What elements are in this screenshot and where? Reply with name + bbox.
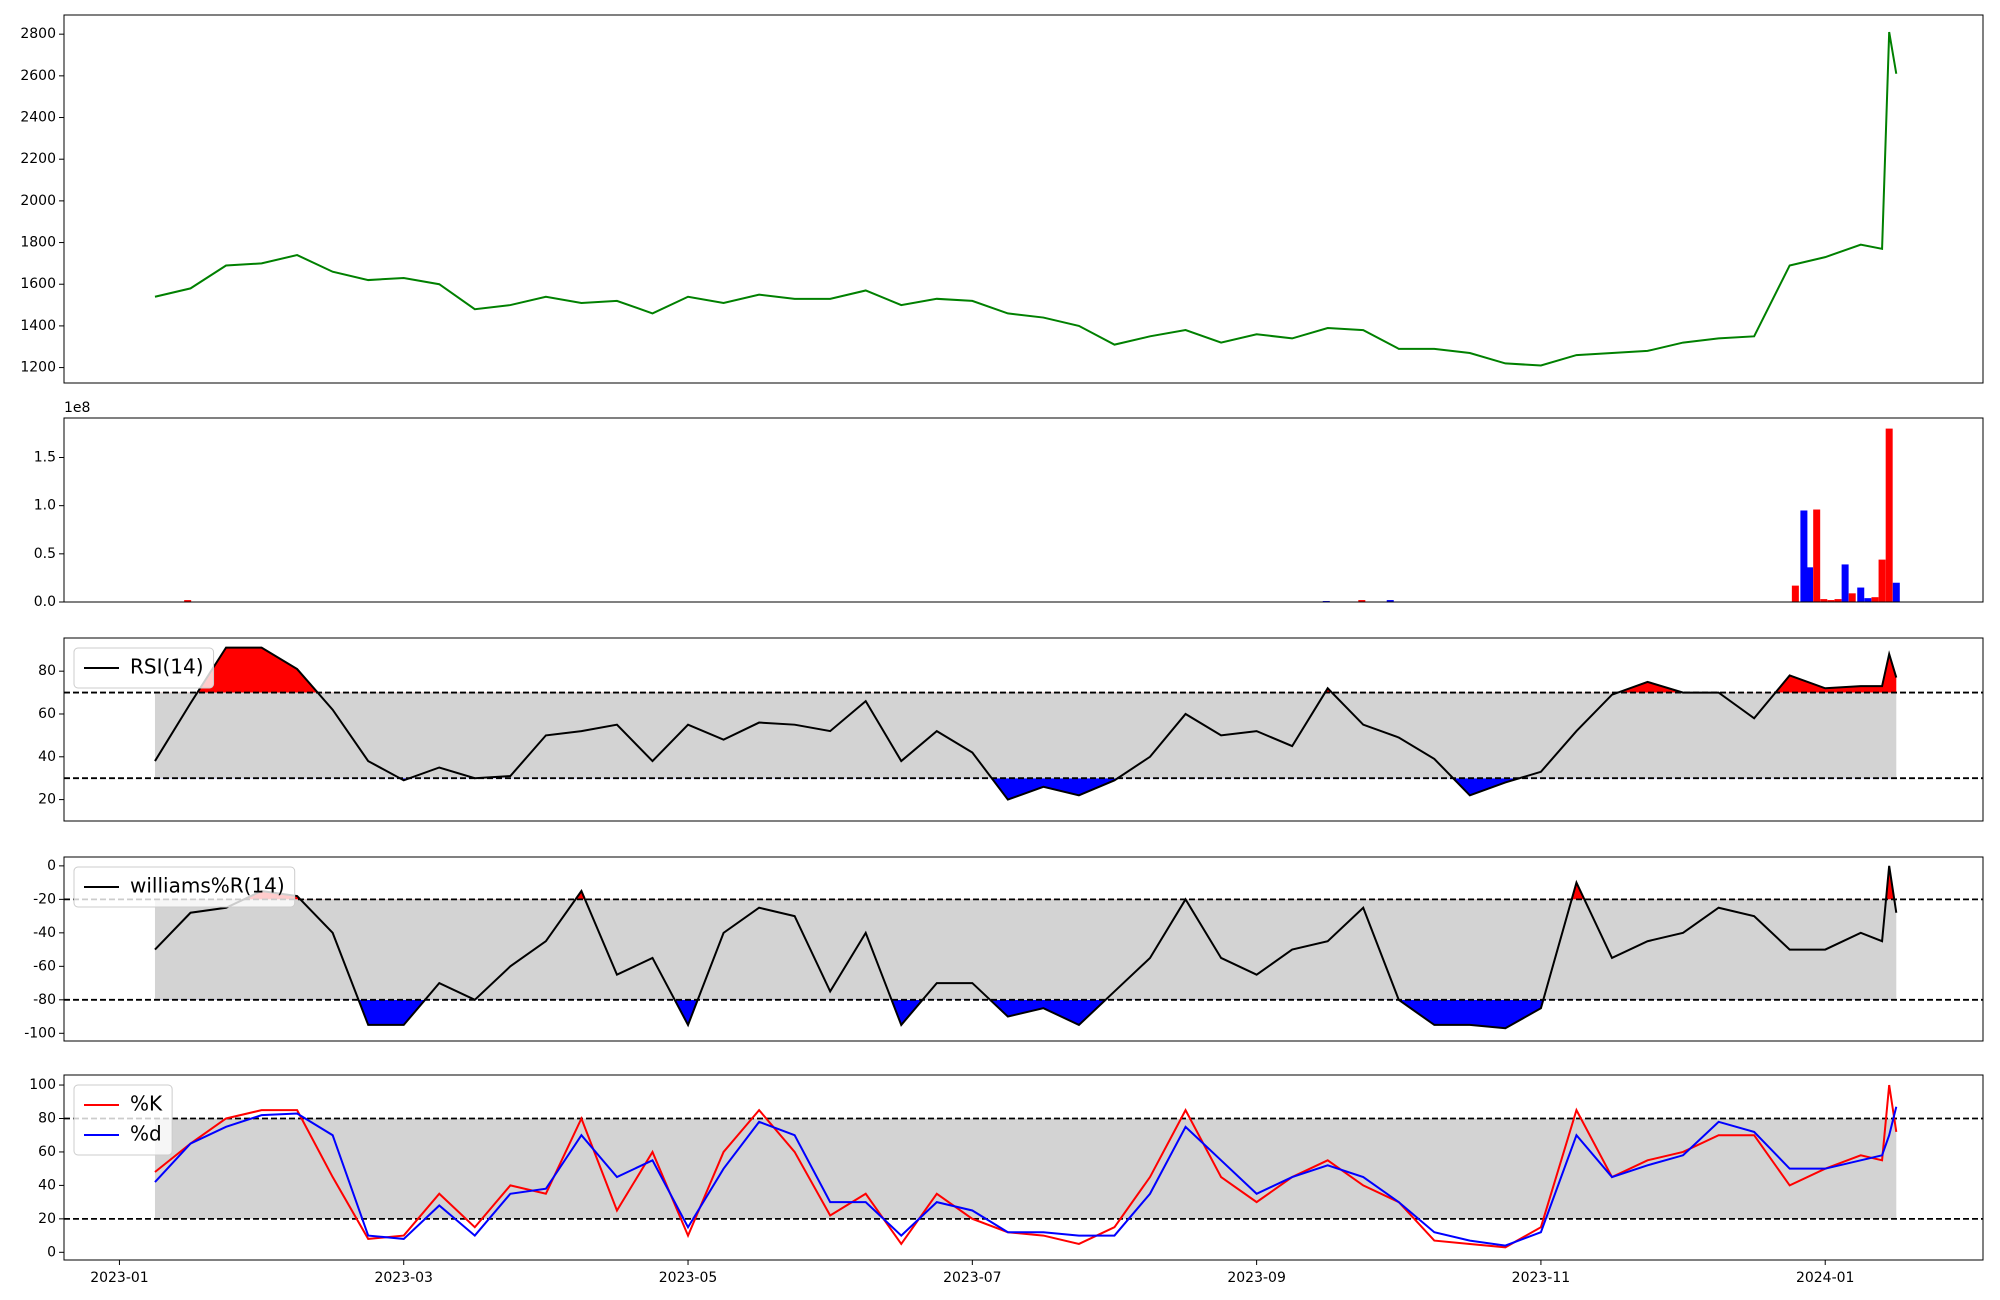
legend-box — [73, 1084, 173, 1156]
y-tick-label: -100 — [24, 1025, 56, 1041]
legend-label: williams%R(14) — [130, 874, 285, 898]
y-tick-label: 60 — [38, 706, 56, 722]
y-tick-label: 1200 — [20, 360, 56, 376]
axes-frame — [63, 856, 1984, 1042]
bar — [1848, 593, 1856, 602]
y-tick-label: 1800 — [20, 235, 56, 251]
bar — [1841, 564, 1849, 602]
axes-frame — [63, 417, 1984, 603]
y-tick-label: 20 — [38, 792, 56, 808]
axes-frame — [63, 637, 1984, 822]
line — [154, 31, 1898, 367]
legend: RSI(14) — [73, 647, 215, 689]
bar — [1871, 597, 1879, 602]
bar — [1813, 509, 1821, 602]
bar — [1864, 598, 1872, 602]
x-tick-label: 2023-01 — [90, 1270, 149, 1286]
bar — [1857, 587, 1865, 602]
bar — [1892, 582, 1900, 602]
line — [154, 646, 1898, 801]
y-tick-label: 1.5 — [34, 449, 56, 465]
under-fill — [154, 778, 1897, 800]
panel: 0.0 0.5 1.0 1.5 1e8 — [34, 400, 1984, 610]
bar — [1820, 599, 1828, 602]
y-tick-label: 60 — [38, 1144, 56, 1160]
y-tick-label: -40 — [33, 925, 56, 941]
bar — [1358, 600, 1366, 602]
bar — [1885, 428, 1893, 602]
legend-box — [73, 647, 215, 689]
bar — [184, 600, 192, 602]
panel: 1200 1400 1600 1800 2000 2200 2400 2600 2800 — [20, 14, 1984, 384]
bar — [1827, 600, 1835, 602]
line — [154, 1106, 1898, 1247]
x-tick-label: 2023-11 — [1512, 1270, 1571, 1286]
x-tick-label: 2023-07 — [943, 1270, 1002, 1286]
axes-frame — [63, 14, 1984, 384]
y-tick-label: 1400 — [20, 318, 56, 334]
panel: 0 20 40 60 80 100 2023-01 2023-03 2023-05 2023-07… — [29, 1074, 1984, 1286]
x-tick-label: 2023-03 — [374, 1270, 433, 1286]
y-tick-label: 40 — [38, 1177, 56, 1193]
y-tick-label: 80 — [38, 663, 56, 679]
bar — [1791, 585, 1799, 602]
threshold-band — [154, 692, 1897, 779]
legend: %K %d — [73, 1084, 173, 1156]
y-tick-label: 0.0 — [34, 594, 56, 610]
y-tick-label: -80 — [33, 992, 56, 1008]
bar — [1386, 600, 1394, 602]
axes-frame — [63, 1074, 1984, 1261]
line — [154, 865, 1898, 1030]
bar — [1878, 559, 1886, 602]
x-tick-label: 2024-01 — [1796, 1270, 1855, 1286]
legend: williams%R(14) — [73, 866, 296, 908]
legend-label: RSI(14) — [130, 655, 204, 679]
line — [154, 1084, 1898, 1249]
y-tick-label: -20 — [33, 891, 56, 907]
y-tick-label: 1.0 — [34, 498, 56, 514]
bar — [1834, 599, 1842, 602]
panel: 0 -20 -40 -60 -80 -100 williams%R(14) — [24, 856, 1984, 1042]
legend-label: %d — [130, 1122, 162, 1146]
legend-box — [73, 866, 296, 908]
legend-label: %K — [130, 1092, 163, 1116]
y-tick-label: -60 — [33, 958, 56, 974]
y-tick-label: 2000 — [20, 193, 56, 209]
y-tick-label: 40 — [38, 749, 56, 765]
y-tick-label: 2600 — [20, 68, 56, 84]
y-tick-label: 2200 — [20, 151, 56, 167]
y-tick-label: 20 — [38, 1211, 56, 1227]
y-tick-label: 0 — [47, 1244, 56, 1260]
bar — [1800, 510, 1808, 602]
bar — [1806, 567, 1814, 602]
x-tick-label: 2023-09 — [1227, 1270, 1286, 1286]
y-tick-label: 0 — [47, 858, 56, 874]
under-fill — [358, 999, 1544, 1029]
y-tick-label: 100 — [29, 1077, 56, 1093]
axis-offset-label: 1e8 — [64, 400, 90, 416]
y-tick-label: 0.5 — [34, 546, 56, 562]
y-tick-label: 2800 — [20, 26, 56, 42]
y-tick-label: 2400 — [20, 110, 56, 126]
threshold-band — [154, 899, 1897, 1000]
panel: 20 40 60 80 RSI(14) — [38, 637, 1984, 822]
y-tick-label: 1600 — [20, 276, 56, 292]
y-tick-label: 80 — [38, 1110, 56, 1126]
x-tick-label: 2023-05 — [659, 1270, 718, 1286]
